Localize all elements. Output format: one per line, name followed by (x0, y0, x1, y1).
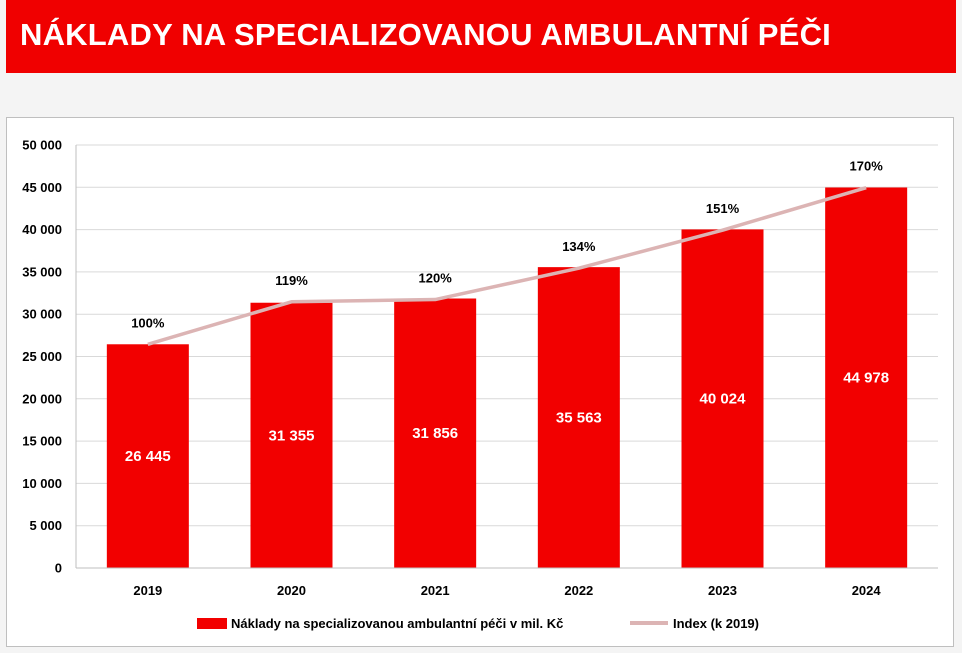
y-tick-label: 30 000 (22, 307, 62, 322)
legend-swatch-costs (197, 618, 227, 629)
bar-value-label: 35 563 (556, 410, 602, 427)
title-bar: NÁKLADY NA SPECIALIZOVANOU AMBULANTNÍ PÉ… (6, 0, 956, 73)
index-value-label: 120% (419, 271, 453, 286)
bar (394, 298, 477, 568)
bar (825, 187, 908, 568)
legend-label-index: Index (k 2019) (673, 616, 759, 631)
index-value-label: 134% (562, 239, 596, 254)
legend: Náklady na specializovanou ambulantní pé… (197, 616, 759, 631)
y-tick-label: 10 000 (22, 476, 62, 491)
bar-value-label: 31 856 (412, 425, 458, 442)
bar-value-label: 31 355 (269, 427, 315, 444)
index-value-label: 119% (275, 273, 308, 288)
y-tick-label: 5 000 (29, 518, 62, 533)
y-tick-label: 40 000 (22, 222, 62, 237)
bar (681, 229, 764, 568)
y-tick-label: 20 000 (22, 391, 62, 406)
index-value-label: 100% (131, 315, 165, 330)
x-tick-label: 2024 (852, 583, 882, 598)
y-tick-label: 0 (55, 561, 62, 576)
bar-value-labels: 26 445 31 355 31 856 35 563 40 024 44 978 (125, 370, 889, 465)
y-tick-label: 15 000 (22, 434, 62, 449)
bar (106, 344, 189, 568)
x-tick-label: 2020 (277, 583, 306, 598)
x-tick-label: 2021 (421, 583, 450, 598)
bars (106, 187, 908, 568)
index-line (147, 185, 867, 346)
index-value-label: 170% (850, 159, 884, 174)
index-labels: 100% 119% 120% 134% 151% 170% (131, 159, 883, 331)
gridlines (76, 144, 938, 569)
x-tick-label: 2019 (133, 583, 162, 598)
bar (537, 267, 620, 568)
bar-value-label: 44 978 (843, 370, 889, 387)
bar-value-label: 40 024 (700, 391, 747, 408)
y-tick-label: 50 000 (22, 138, 62, 153)
y-tick-label: 45 000 (22, 180, 62, 195)
x-tick-label: 2022 (564, 583, 593, 598)
bar-value-label: 26 445 (125, 448, 171, 465)
x-axis: 2019 2020 2021 2022 2023 2024 (76, 567, 938, 598)
y-tick-label: 35 000 (22, 264, 62, 279)
y-axis: 0 5 000 10 000 15 000 20 000 25 000 30 000 35 0… (22, 138, 77, 576)
y-tick-label: 25 000 (22, 349, 62, 364)
bar (250, 302, 333, 568)
x-tick-label: 2023 (708, 583, 737, 598)
page-title: NÁKLADY NA SPECIALIZOVANOU AMBULANTNÍ PÉ… (20, 17, 831, 52)
legend-label-costs: Náklady na specializovanou ambulantní pé… (231, 616, 563, 631)
index-value-label: 151% (706, 201, 740, 216)
index-series-line (147, 185, 867, 346)
